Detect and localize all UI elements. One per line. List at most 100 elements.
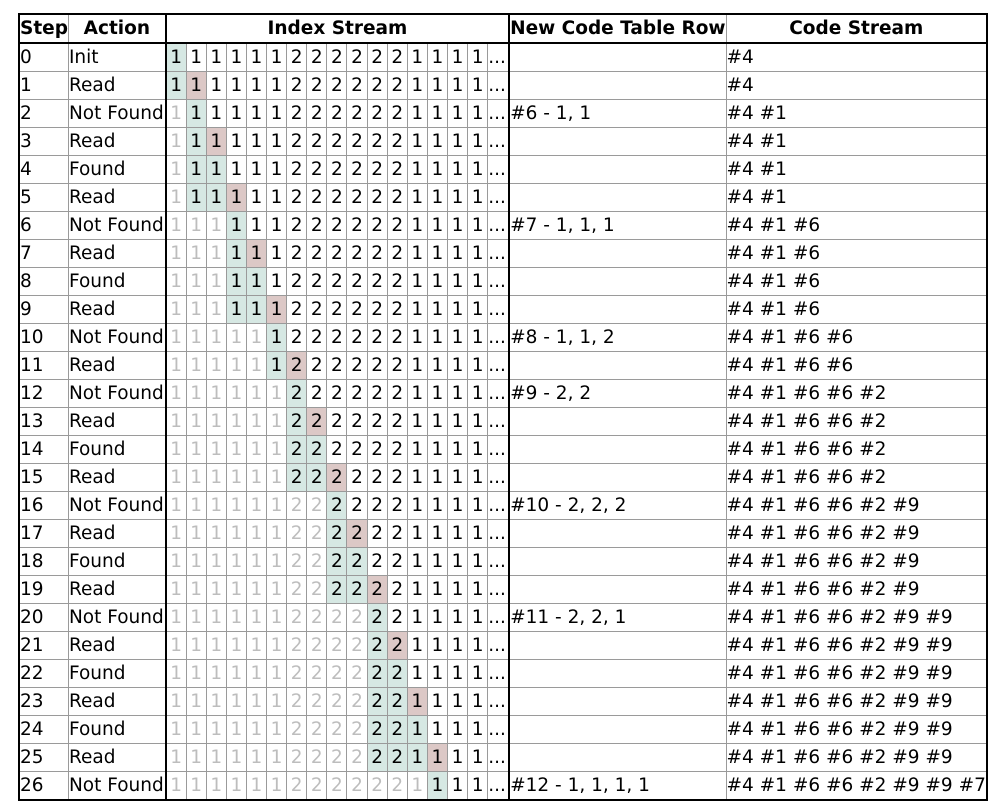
index-stream-cell: 2: [286, 687, 308, 716]
code-stream-cell: #4 #1 #6 #6 #2 #9: [725, 519, 988, 548]
table-row: 13 Read 1 1 1 1 1 1 2 2 2 2 2 2 1 1 1 1... #4 #1 #6 #6 #2: [17, 407, 988, 436]
table-row: 1 Read 1 1 1 1 1 1 2 2 2 2 2 2 1 1 1 1... #4: [17, 71, 988, 100]
new-code-table-row-cell: #9 - 2, 2: [508, 379, 727, 408]
new-code-table-row-cell: #12 - 1, 1, 1, 1: [508, 771, 727, 801]
index-stream-cell: 2: [326, 743, 348, 772]
index-stream-cell: 1: [446, 575, 469, 604]
index-stream-cell: 1: [446, 463, 469, 492]
index-stream-cell: 2: [366, 267, 388, 296]
index-stream-cell: 1: [185, 379, 207, 408]
index-stream-cell: 2: [346, 743, 368, 772]
new-code-table-row-cell: [508, 743, 727, 772]
index-stream-cell: 2: [326, 547, 348, 576]
index-stream-cell: 1: [205, 715, 227, 744]
index-stream-cell: 1: [406, 239, 428, 268]
index-stream-cell: 1: [467, 715, 489, 744]
index-stream-cell: 2: [306, 547, 328, 576]
index-stream-cell: 2: [386, 351, 408, 380]
index-stream-cell: 2: [286, 295, 308, 324]
index-stream-cell: 1: [467, 547, 489, 576]
index-stream-cell: 1: [164, 687, 187, 716]
index-stream-cell: 2: [346, 183, 368, 212]
index-stream-cell: 1: [446, 379, 469, 408]
index-stream-cell: 1: [467, 239, 489, 268]
index-stream-cell: 1: [164, 771, 187, 801]
index-stream-cell: 2: [386, 295, 408, 324]
index-stream-cell: 1: [164, 491, 187, 520]
index-stream-cell: 1: [205, 127, 227, 156]
index-stream-cell: 1: [406, 435, 428, 464]
new-code-table-row-cell: [508, 183, 727, 212]
index-stream-cell: 2: [326, 687, 348, 716]
index-stream-cell: 2: [326, 71, 348, 100]
new-code-table-row-cell: [508, 71, 727, 100]
index-stream-cell: 1: [467, 127, 489, 156]
index-stream-ellipsis: ...: [487, 687, 511, 716]
index-stream-cell: 1: [446, 323, 469, 352]
index-stream-cell: 1: [185, 42, 207, 72]
index-stream-cell: 1: [426, 547, 448, 576]
index-stream-cell: 1: [446, 687, 469, 716]
code-stream-cell: #4: [725, 71, 988, 100]
code-stream-cell: #4 #1: [725, 155, 988, 184]
index-stream-cell: 1: [205, 42, 227, 72]
index-stream-cell: 2: [326, 407, 348, 436]
step-cell: 16: [17, 491, 69, 520]
index-stream-cell: 1: [185, 155, 207, 184]
action-cell: Found: [67, 155, 167, 184]
table-row: 25 Read 1 1 1 1 1 1 2 2 2 2 2 2 1 1 1 1... #4 #1 #6 #6 #2 …: [17, 743, 988, 772]
action-cell: Found: [67, 435, 167, 464]
code-stream-cell: #4 #1 #6 #6 #2 #9 #9: [725, 603, 988, 632]
index-stream-cell: 1: [185, 435, 207, 464]
index-stream-cell: 1: [426, 407, 448, 436]
index-stream-cell: 1: [265, 127, 288, 156]
index-stream-cell: 1: [406, 211, 428, 240]
step-cell: 10: [17, 323, 69, 352]
index-stream-cell: 1: [426, 519, 448, 548]
index-stream-cell: 1: [245, 435, 268, 464]
table-row: 17 Read 1 1 1 1 1 1 2 2 2 2 2 2 1 1 1 1... #4 #1 #6 #6 #2 …: [17, 519, 988, 548]
index-stream-cell: 1: [185, 575, 207, 604]
index-stream-cell: 2: [326, 267, 348, 296]
index-stream-cell: 1: [446, 519, 469, 548]
index-stream-cell: 2: [366, 42, 388, 72]
table-row: 12 Not Found 1 1 1 1 1 1 2 2 2 2 2 2 1 1 1 1... #9 - 2, 2 #…: [17, 379, 988, 408]
index-stream-cell: 1: [205, 743, 227, 772]
new-code-table-row-cell: [508, 547, 727, 576]
index-stream-cell: 1: [467, 687, 489, 716]
index-stream-cell: 1: [225, 715, 247, 744]
table-row: 20 Not Found 1 1 1 1 1 1 2 2 2 2 2 2 1 1 1 1... #11 - 2, 2…: [17, 603, 988, 632]
index-stream-cell: 2: [286, 211, 308, 240]
index-stream-cell: 1: [265, 631, 288, 660]
index-stream-cell: 1: [467, 771, 489, 801]
index-stream-cell: 1: [245, 603, 268, 632]
index-stream-cell: 1: [164, 631, 187, 660]
table-row: 21 Read 1 1 1 1 1 1 2 2 2 2 2 2 1 1 1 1... #4 #1 #6 #6 #2 …: [17, 631, 988, 660]
index-stream-cell: 1: [185, 519, 207, 548]
index-stream-cell: 1: [185, 71, 207, 100]
index-stream-cell: 2: [326, 183, 348, 212]
index-stream-cell: 1: [446, 267, 469, 296]
index-stream-cell: 1: [265, 267, 288, 296]
index-stream-cell: 2: [386, 631, 408, 660]
index-stream-cell: 1: [406, 71, 428, 100]
index-stream-cell: 2: [306, 603, 328, 632]
index-stream-cell: 2: [366, 715, 388, 744]
index-stream-cell: 2: [346, 519, 368, 548]
new-code-table-row-cell: [508, 127, 727, 156]
index-stream-cell: 2: [306, 743, 328, 772]
action-cell: Found: [67, 267, 167, 296]
index-stream-cell: 2: [386, 771, 408, 801]
index-stream-cell: 1: [406, 603, 428, 632]
index-stream-cell: 1: [245, 575, 268, 604]
index-stream-cell: 1: [164, 267, 187, 296]
index-stream-cell: 1: [426, 295, 448, 324]
index-stream-cell: 1: [406, 687, 428, 716]
table-row: 3 Read 1 1 1 1 1 1 2 2 2 2 2 2 1 1 1 1... #4 #1: [17, 127, 988, 156]
index-stream-cell: 1: [265, 155, 288, 184]
index-stream-cell: 1: [225, 687, 247, 716]
index-stream-ellipsis: ...: [487, 239, 511, 268]
index-stream-cell: 2: [366, 463, 388, 492]
index-stream-cell: 1: [245, 407, 268, 436]
index-stream-cell: 1: [225, 99, 247, 128]
